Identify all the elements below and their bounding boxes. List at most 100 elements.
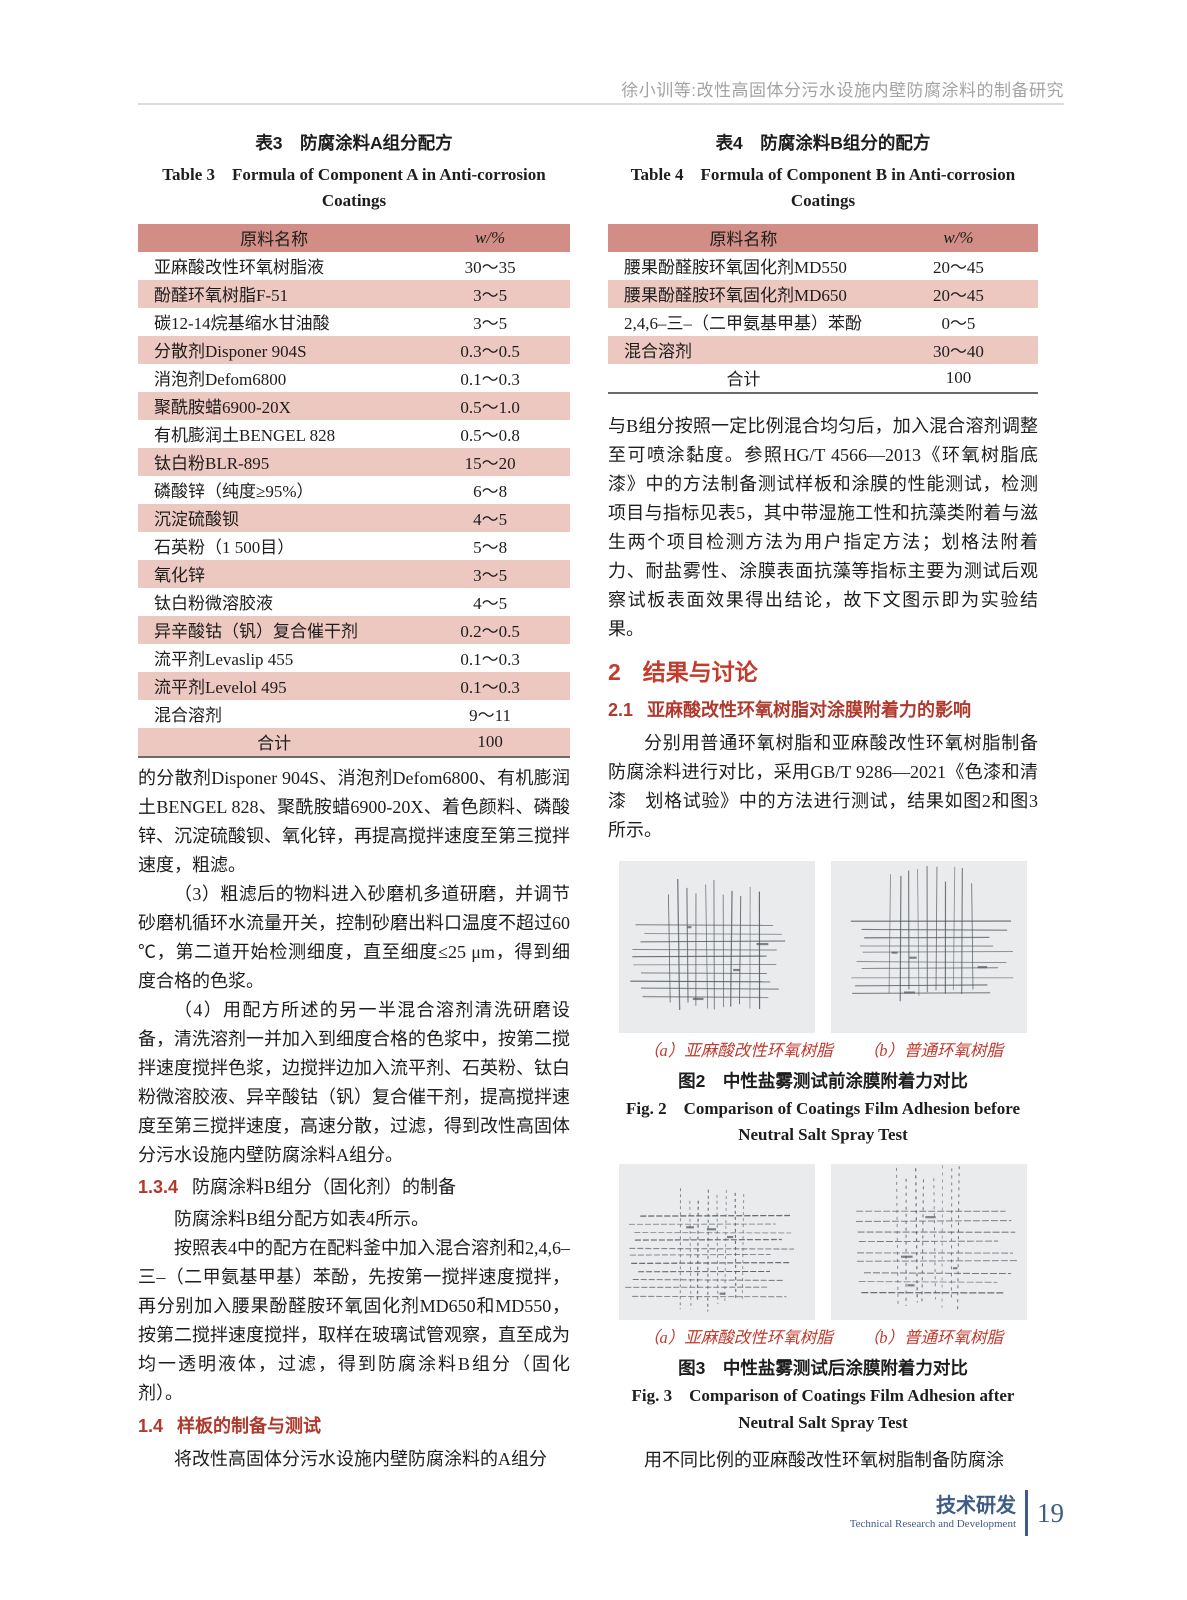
figure3-label-b: （b）普通环氧树脂 bbox=[862, 1328, 1003, 1348]
figure2-labels: （a）亚麻酸改性环氧树脂 （b）普通环氧树脂 bbox=[608, 1039, 1038, 1063]
figure3-caption-en-line1: Fig. 3 Comparison of Coatings Film Adhes… bbox=[631, 1386, 1015, 1406]
table3-header-row: 原料名称 w/% bbox=[138, 223, 570, 252]
heading-2-1-number: 2.1 bbox=[608, 699, 634, 720]
table-cell: 腰果酚醛胺环氧固化剂MD550 bbox=[624, 258, 847, 278]
paragraph-mixing: 与B组分按照一定比例混合均匀后，加入混合溶剂调整至可喷涂黏度。参照HG/T 45… bbox=[608, 415, 1038, 639]
left-column: 表3 防腐涂料A组分配方 Table 3 Formula of Componen… bbox=[138, 126, 570, 1474]
footer-label-en: Technical Research and Development bbox=[849, 1518, 1016, 1530]
table-row: 磷酸锌（纯度≥95%） 6～8 bbox=[138, 476, 570, 504]
table-cell: 酚醛环氧树脂F-51 bbox=[154, 286, 289, 306]
table3-caption-en-line2: Coatings bbox=[321, 191, 387, 211]
table-row: 混合溶剂 9～11 bbox=[138, 700, 570, 728]
figure3-caption-cn: 图3 中性盐雾测试后涂膜附着力对比 bbox=[678, 1358, 968, 1379]
paragraph-step4: （4）用配方所述的另一半混合溶剂清洗研磨设备，清洗溶剂一并加入到细度合格的色浆中… bbox=[138, 999, 570, 1165]
heading-section-2-title: 结果与讨论 bbox=[642, 658, 758, 685]
figure3-caption-en: Fig. 3 Comparison of Coatings Film Adhes… bbox=[608, 1383, 1038, 1436]
table4-col-name: 原料名称 bbox=[709, 230, 778, 250]
table3-caption-en-line1: Table 3 Formula of Component A in Anti-c… bbox=[162, 165, 546, 184]
table4-header-row: 原料名称 w/% bbox=[608, 223, 1038, 252]
paragraph-b-process: 按照表4中的配方在配料釜中加入混合溶剂和2,4,6–三–（二甲氨基甲基）苯酚，先… bbox=[138, 1237, 570, 1403]
table-cell: 0.1～0.3 bbox=[460, 650, 520, 670]
table-row: 有机膨润土BENGEL 828 0.5～0.8 bbox=[138, 420, 570, 448]
table-cell: 异辛酸钴（钒）复合催干剂 bbox=[154, 622, 358, 642]
paragraph-dispersant-continuation: 的分散剂Disponer 904S、消泡剂Defom6800、有机膨润土BENG… bbox=[138, 767, 570, 875]
table-cell: 有机膨润土BENGEL 828 bbox=[154, 426, 336, 446]
table-cell: 流平剂Levelol 495 bbox=[154, 678, 287, 698]
table-cell: 5～8 bbox=[473, 538, 508, 558]
heading-2-1-title: 亚麻酸改性环氧树脂对涂膜附着力的影响 bbox=[647, 699, 972, 720]
table-cell: 聚酰胺蜡6900-20X bbox=[154, 398, 291, 418]
table-cell: 3～5 bbox=[473, 566, 508, 586]
footer-section-label: 技术研发 Technical Research and Development bbox=[850, 1495, 1016, 1531]
table-row: 腰果酚醛胺环氧固化剂MD650 20～45 bbox=[608, 279, 1038, 308]
paragraph-right-last: 用不同比例的亚麻酸改性环氧树脂制备防腐涂 bbox=[644, 1450, 1004, 1471]
table-row: 流平剂Levaslip 455 0.1～0.3 bbox=[138, 644, 570, 672]
footer-label-cn: 技术研发 bbox=[936, 1495, 1016, 1517]
paragraph-left-last: 将改性高固体分污水设施内壁防腐涂料的A组分 bbox=[174, 1448, 547, 1469]
table-row: 亚麻酸改性环氧树脂液 30～35 bbox=[138, 252, 570, 280]
table-cell: 亚麻酸改性环氧树脂液 bbox=[154, 258, 324, 278]
table-cell: 30～35 bbox=[464, 258, 516, 278]
figure3-panel-b-image bbox=[831, 1164, 1027, 1321]
table-cell: 30～40 bbox=[932, 342, 984, 362]
figure3-label-a: （a）亚麻酸改性环氧树脂 bbox=[643, 1328, 833, 1348]
table-cell: 4～5 bbox=[473, 594, 508, 614]
table-row: 碳12-14烷基缩水甘油酸 3～5 bbox=[138, 308, 570, 336]
table-row: 聚酰胺蜡6900-20X 0.5～1.0 bbox=[138, 391, 570, 420]
figure2-caption-en: Fig. 2 Comparison of Coatings Film Adhes… bbox=[608, 1096, 1038, 1149]
figure2-label-a: （a）亚麻酸改性环氧树脂 bbox=[643, 1040, 833, 1060]
table-row: 腰果酚醛胺环氧固化剂MD550 20～45 bbox=[608, 252, 1038, 280]
table4-col-wt: w/% bbox=[943, 227, 974, 247]
table3-caption-cn: 表3 防腐涂料A组分配方 bbox=[255, 133, 453, 153]
paragraph-comparison: 分别用普通环氧树脂和亚麻酸改性环氧树脂制备防腐涂料进行对比，采用GB/T 928… bbox=[608, 732, 1038, 840]
figure2-panels bbox=[608, 860, 1038, 1033]
table-cell: 合计 bbox=[726, 370, 761, 390]
table-cell: 20～45 bbox=[932, 286, 984, 306]
table-cell: 分散剂Disponer 904S bbox=[154, 342, 307, 362]
figure2-panel-a-image bbox=[619, 860, 815, 1033]
table-row: 合计 100 bbox=[608, 364, 1038, 393]
table-cell: 合计 bbox=[257, 734, 292, 754]
table3-caption-en: Table 3 Formula of Component A in Anti-c… bbox=[138, 162, 570, 215]
heading-1-4-number: 1.4 bbox=[138, 1415, 164, 1436]
header-rule bbox=[138, 103, 1064, 105]
table4: 原料名称 w/% 腰果酚醛胺环氧固化剂MD550 20～45 腰果酚醛胺环氧固化剂M… bbox=[608, 223, 1038, 394]
figure2-caption-en-line2: Neutral Salt Spray Test bbox=[738, 1125, 908, 1145]
heading-section-2-number: 2 bbox=[608, 658, 621, 685]
figure3-panel-a-image bbox=[619, 1164, 815, 1321]
table-row: 沉淀硫酸钡 4～5 bbox=[138, 503, 570, 532]
table-cell: 石英粉（1 500目） bbox=[154, 538, 295, 558]
table-cell: 磷酸锌（纯度≥95%） bbox=[154, 482, 314, 502]
table-cell: 0.2～0.5 bbox=[460, 622, 520, 642]
table-cell: 100 bbox=[477, 731, 503, 751]
figure2-caption-en-line1: Fig. 2 Comparison of Coatings Film Adhes… bbox=[625, 1098, 1020, 1118]
table-row: 异辛酸钴（钒）复合催干剂 0.2～0.5 bbox=[138, 615, 570, 644]
table4-caption-en-line1: Table 4 Formula of Component B in Anti-c… bbox=[630, 165, 1016, 184]
footer-divider-bar bbox=[1025, 1490, 1028, 1536]
table-cell: 腰果酚醛胺环氧固化剂MD650 bbox=[624, 286, 847, 306]
table4-caption-cn: 表4 防腐涂料B组分的配方 bbox=[715, 133, 931, 153]
table-cell: 0.5～1.0 bbox=[460, 398, 520, 418]
heading-1-4-title: 样板的制备与测试 bbox=[177, 1415, 322, 1436]
table-cell: 100 bbox=[945, 367, 972, 387]
table-cell: 6～8 bbox=[473, 482, 508, 502]
table-cell: 3～5 bbox=[473, 314, 508, 334]
heading-1-3-4-title: 防腐涂料B组分（固化剂）的制备 bbox=[192, 1176, 457, 1197]
table-row: 合计 100 bbox=[138, 727, 570, 757]
paragraph-step3: （3）粗滤后的物料进入砂磨机多道研磨，并调节砂磨机循环水流量开关，控制砂磨出料口… bbox=[138, 883, 570, 991]
table-cell: 混合溶剂 bbox=[154, 706, 222, 726]
table-cell: 0～5 bbox=[941, 314, 976, 334]
table-cell: 氧化锌 bbox=[154, 566, 205, 586]
running-head: 徐小训等:改性高固体分污水设施内壁防腐涂料的制备研究 bbox=[621, 81, 1064, 100]
figure3-labels: （a）亚麻酸改性环氧树脂 （b）普通环氧树脂 bbox=[608, 1326, 1038, 1350]
right-column: 表4 防腐涂料B组分的配方 Table 4 Formula of Compone… bbox=[608, 126, 1038, 1475]
table-row: 石英粉（1 500目） 5～8 bbox=[138, 532, 570, 560]
heading-1-3-4-number: 1.3.4 bbox=[138, 1176, 179, 1197]
table-cell: 0.1～0.3 bbox=[460, 370, 520, 390]
paragraph-b-intro: 防腐涂料B组分配方如表4所示。 bbox=[174, 1208, 430, 1229]
table-cell: 碳12-14烷基缩水甘油酸 bbox=[154, 314, 330, 334]
page-footer: 技术研发 Technical Research and Development … bbox=[850, 1490, 1064, 1536]
table-cell: 消泡剂Defom6800 bbox=[154, 370, 287, 390]
table-row: 2,4,6–三–（二甲氨基甲基）苯酚 0～5 bbox=[608, 308, 1038, 336]
figure2-caption-cn: 图2 中性盐雾测试前涂膜附着力对比 bbox=[678, 1070, 968, 1091]
